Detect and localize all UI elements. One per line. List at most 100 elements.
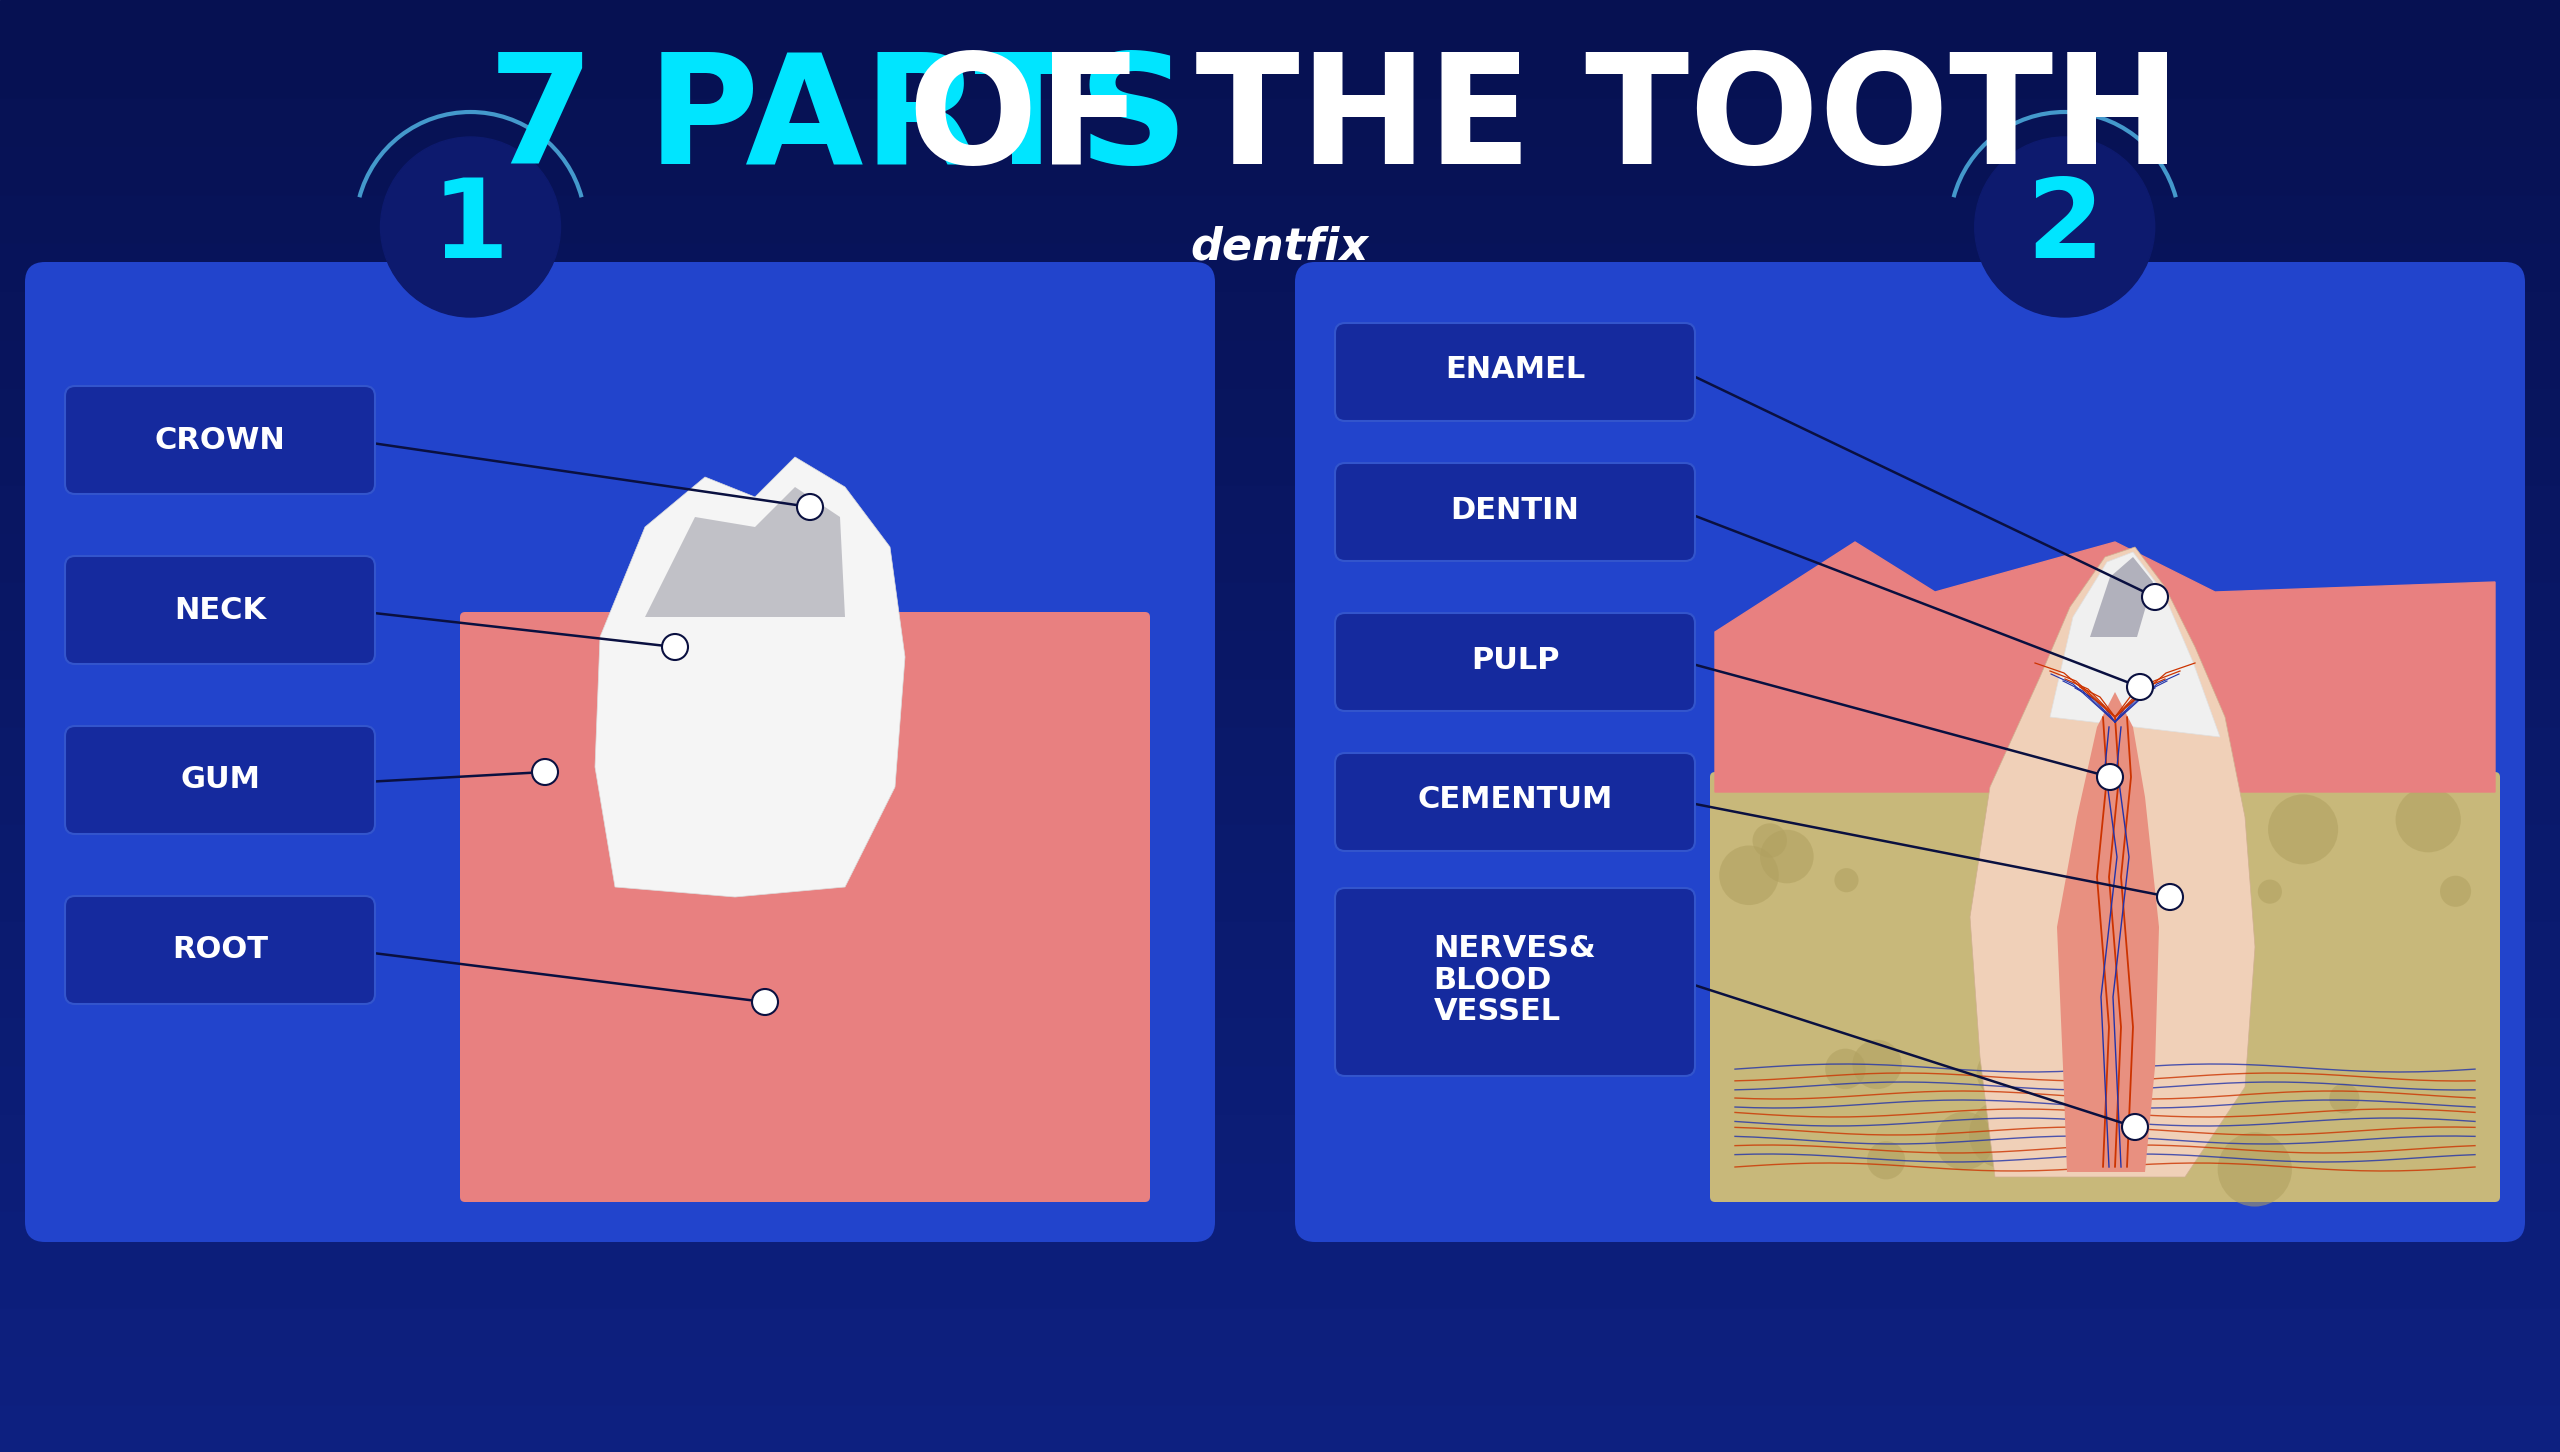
Circle shape	[2058, 871, 2089, 902]
Text: 1: 1	[433, 173, 509, 280]
Circle shape	[2038, 1108, 2086, 1156]
Polygon shape	[1715, 542, 2496, 791]
Bar	[0, 484, 2560, 533]
Bar	[0, 1162, 2560, 1210]
Bar	[0, 1210, 2560, 1259]
FancyBboxPatch shape	[64, 896, 374, 1003]
Polygon shape	[594, 457, 906, 897]
Circle shape	[1759, 829, 1812, 883]
Circle shape	[1836, 868, 1859, 893]
Circle shape	[796, 494, 822, 520]
Bar	[0, 581, 2560, 629]
Circle shape	[2104, 947, 2127, 968]
Bar	[0, 871, 2560, 919]
Polygon shape	[2058, 693, 2158, 1172]
Circle shape	[2097, 764, 2122, 790]
Bar	[0, 338, 2560, 388]
Circle shape	[1935, 1112, 1994, 1170]
Circle shape	[2396, 787, 2460, 852]
Bar	[0, 290, 2560, 338]
Bar	[0, 97, 2560, 145]
Bar	[0, 1016, 2560, 1064]
Bar	[0, 1404, 2560, 1452]
Bar	[0, 145, 2560, 193]
Circle shape	[532, 759, 558, 786]
Circle shape	[2030, 1043, 2084, 1096]
FancyBboxPatch shape	[1334, 613, 1695, 711]
Text: OF THE TOOTH: OF THE TOOTH	[855, 48, 2181, 196]
Bar	[0, 242, 2560, 290]
Circle shape	[753, 989, 778, 1015]
Bar	[0, 1307, 2560, 1355]
Circle shape	[1866, 1141, 1905, 1179]
FancyBboxPatch shape	[64, 556, 374, 664]
FancyBboxPatch shape	[1334, 322, 1695, 421]
Bar	[0, 968, 2560, 1016]
FancyBboxPatch shape	[1295, 261, 2524, 1241]
Circle shape	[1992, 1044, 2058, 1109]
FancyBboxPatch shape	[1710, 772, 2501, 1202]
Text: NECK: NECK	[174, 595, 266, 624]
Circle shape	[2268, 794, 2337, 864]
FancyBboxPatch shape	[1334, 754, 1695, 851]
Text: PULP: PULP	[1472, 646, 1559, 675]
Text: CROWN: CROWN	[154, 425, 284, 454]
Bar	[0, 774, 2560, 823]
Circle shape	[1969, 1101, 2038, 1169]
Text: DENTIN: DENTIN	[1452, 495, 1580, 524]
Circle shape	[2330, 1083, 2360, 1114]
Circle shape	[1984, 794, 2045, 855]
Bar	[0, 823, 2560, 871]
Polygon shape	[466, 787, 1144, 1196]
Text: dentfix: dentfix	[1190, 225, 1370, 269]
Circle shape	[2163, 823, 2189, 848]
FancyBboxPatch shape	[64, 726, 374, 833]
Circle shape	[1853, 1040, 1902, 1089]
Circle shape	[1825, 1048, 1866, 1089]
Circle shape	[1720, 845, 1779, 905]
Circle shape	[2102, 1072, 2176, 1146]
Circle shape	[2258, 880, 2281, 903]
Text: 2: 2	[2025, 173, 2104, 280]
Bar	[0, 0, 2560, 48]
Polygon shape	[645, 486, 845, 617]
Circle shape	[1976, 1048, 2028, 1098]
Text: 7 PARTS: 7 PARTS	[489, 48, 1188, 196]
Bar	[0, 1355, 2560, 1404]
Circle shape	[2122, 1114, 2148, 1140]
Circle shape	[2440, 876, 2470, 908]
Bar	[0, 1259, 2560, 1307]
Circle shape	[2171, 1102, 2194, 1125]
Polygon shape	[2051, 552, 2220, 738]
Text: CEMENTUM: CEMENTUM	[1418, 786, 1613, 815]
Bar	[0, 629, 2560, 678]
Text: NERVES&
BLOOD
VESSEL: NERVES& BLOOD VESSEL	[1434, 934, 1597, 1025]
Bar	[0, 678, 2560, 726]
Circle shape	[2181, 1043, 2207, 1066]
Circle shape	[381, 136, 561, 317]
Bar	[0, 1114, 2560, 1162]
Bar	[0, 726, 2560, 774]
FancyBboxPatch shape	[1334, 463, 1695, 560]
Circle shape	[2196, 1037, 2248, 1086]
Text: ROOT: ROOT	[172, 935, 269, 964]
Circle shape	[2127, 674, 2153, 700]
Bar	[0, 919, 2560, 968]
Bar	[0, 193, 2560, 242]
Bar	[0, 436, 2560, 484]
Text: ENAMEL: ENAMEL	[1444, 356, 1585, 385]
Bar	[0, 388, 2560, 436]
Circle shape	[1974, 136, 2156, 317]
FancyBboxPatch shape	[26, 261, 1216, 1241]
Circle shape	[2143, 584, 2168, 610]
Bar	[0, 1064, 2560, 1114]
Text: GUM: GUM	[179, 765, 261, 794]
Circle shape	[1754, 823, 1787, 858]
Circle shape	[2217, 1133, 2291, 1207]
Polygon shape	[2089, 558, 2153, 637]
FancyBboxPatch shape	[64, 386, 374, 494]
FancyBboxPatch shape	[1334, 889, 1695, 1076]
FancyBboxPatch shape	[461, 611, 1149, 1202]
Circle shape	[663, 635, 689, 661]
Circle shape	[2161, 1105, 2191, 1134]
